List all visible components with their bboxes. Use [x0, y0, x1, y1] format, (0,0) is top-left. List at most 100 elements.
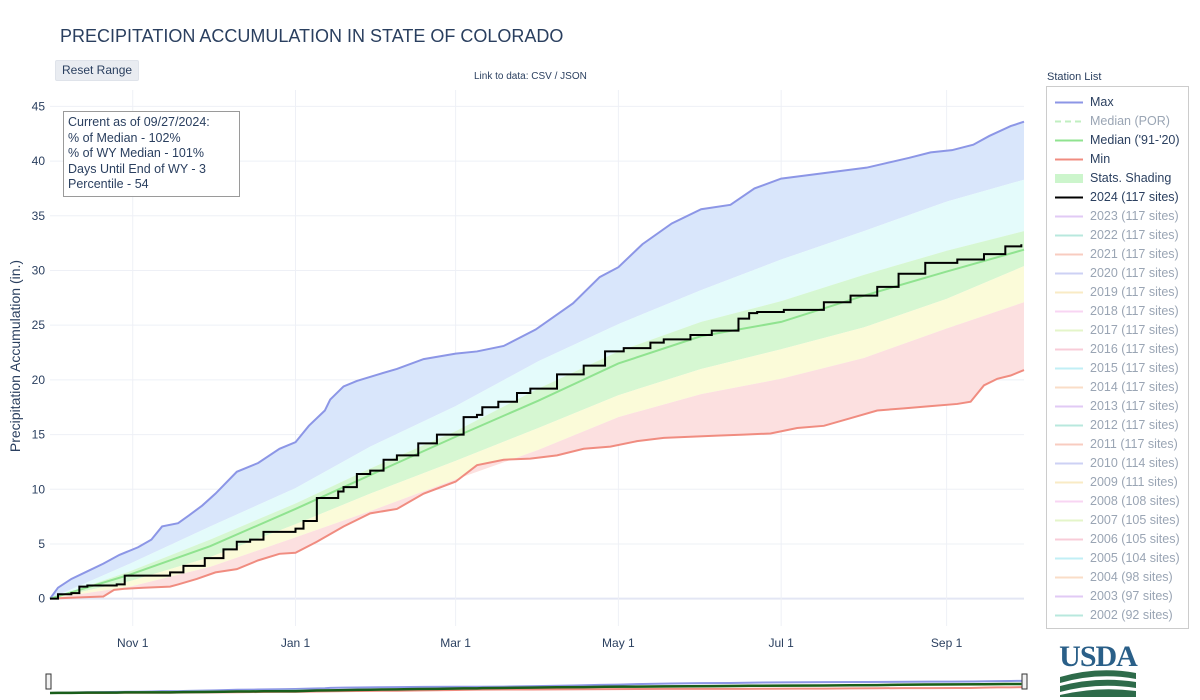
- legend-item[interactable]: 2011 (117 sites): [1051, 435, 1187, 454]
- legend-item[interactable]: 2024 (117 sites): [1051, 188, 1187, 207]
- data-link: Link to data: CSV / JSON: [474, 71, 587, 82]
- legend-item-label: 2003 (97 sites): [1090, 589, 1173, 603]
- legend-item-label: 2011 (117 sites): [1090, 437, 1178, 451]
- legend-swatch: [1055, 291, 1083, 294]
- legend-item[interactable]: 2012 (117 sites): [1051, 416, 1187, 435]
- legend-item[interactable]: Min: [1051, 150, 1187, 169]
- y-tick-label: 20: [32, 373, 46, 387]
- annotation-line: Days Until End of WY - 3: [68, 161, 207, 176]
- y-tick-label: 5: [38, 537, 45, 551]
- y-tick-label: 45: [32, 99, 46, 113]
- legend-item-label: 2014 (117 sites): [1090, 380, 1179, 394]
- legend-item-label: 2006 (105 sites): [1090, 532, 1180, 546]
- legend-swatch: [1055, 367, 1083, 370]
- legend-swatch: [1055, 424, 1083, 427]
- legend-swatch: [1055, 443, 1083, 446]
- y-tick-label: 15: [32, 428, 46, 442]
- legend-item[interactable]: Median (POR): [1051, 112, 1187, 131]
- legend-item[interactable]: 2007 (105 sites): [1051, 511, 1187, 530]
- legend-item[interactable]: 2016 (117 sites): [1051, 340, 1187, 359]
- legend-swatch: [1055, 481, 1083, 484]
- legend-swatch: [1055, 405, 1083, 408]
- legend-item[interactable]: 2018 (117 sites): [1051, 302, 1187, 321]
- x-tick-label: Mar 1: [440, 636, 471, 650]
- legend-item-label: 2020 (117 sites): [1090, 266, 1179, 280]
- legend-swatch: [1055, 557, 1083, 560]
- chart-axes: 0 5 10 15 20 25 30 35 40 45 Nov 1 Jan 1 Mar 1 May 1 Ju…: [32, 99, 963, 650]
- legend-swatch: [1055, 500, 1083, 503]
- legend-item[interactable]: 2017 (117 sites): [1051, 321, 1187, 340]
- annotation-line: Current as of 09/27/2024:: [68, 115, 210, 129]
- legend-swatch: [1055, 329, 1083, 332]
- legend-item[interactable]: Max: [1051, 93, 1187, 112]
- csv-link[interactable]: CSV: [531, 71, 552, 82]
- legend-swatch: [1055, 215, 1083, 218]
- legend-swatch: [1055, 120, 1083, 123]
- legend-item-label: 2013 (117 sites): [1090, 399, 1179, 413]
- series-min-line: [49, 369, 1025, 600]
- legend-swatch: [1055, 158, 1083, 161]
- json-link[interactable]: JSON: [560, 71, 587, 82]
- legend-swatch-band: [1055, 174, 1083, 183]
- x-tick-label: Jan 1: [281, 636, 311, 650]
- legend-item-label: 2007 (105 sites): [1090, 513, 1180, 527]
- legend: Max Median (POR) Median ('91-'20) Min Stats.…: [1046, 86, 1189, 629]
- legend-item-label: 2024 (117 sites): [1090, 190, 1179, 204]
- legend-item-label: 2021 (117 sites): [1090, 247, 1179, 261]
- legend-item[interactable]: 2010 (114 sites): [1051, 454, 1187, 473]
- chart-series: [49, 120, 1025, 600]
- legend-swatch: [1055, 234, 1083, 237]
- legend-item-label: 2016 (117 sites): [1090, 342, 1179, 356]
- legend-item[interactable]: 2006 (105 sites): [1051, 530, 1187, 549]
- legend-item-label: 2002 (92 sites): [1090, 608, 1173, 622]
- chart-plot[interactable]: 0 5 10 15 20 25 30 35 40 45 Nov 1 Jan 1 Mar 1 May 1 Ju…: [0, 0, 1040, 700]
- legend-item[interactable]: 2013 (117 sites): [1051, 397, 1187, 416]
- range-slider[interactable]: [0, 655, 1040, 700]
- range-slider-right-handle[interactable]: [1021, 673, 1028, 690]
- legend-item[interactable]: 2023 (117 sites): [1051, 207, 1187, 226]
- legend-item[interactable]: 2005 (104 sites): [1051, 549, 1187, 568]
- usda-logo: USDA: [1059, 640, 1138, 697]
- legend-swatch: [1055, 538, 1083, 541]
- status-annotation: Current as of 09/27/2024: % of Median - …: [63, 111, 240, 197]
- legend-swatch: [1055, 595, 1083, 598]
- legend-item-label: Max: [1090, 95, 1114, 109]
- legend-swatch: [1055, 614, 1083, 617]
- legend-swatch: [1055, 196, 1083, 199]
- x-tick-label: Sep 1: [931, 636, 963, 650]
- legend-item[interactable]: 2019 (117 sites): [1051, 283, 1187, 302]
- legend-item[interactable]: 2003 (97 sites): [1051, 587, 1187, 606]
- legend-item[interactable]: 2022 (117 sites): [1051, 226, 1187, 245]
- range-slider-left-handle[interactable]: [45, 673, 52, 690]
- legend-swatch: [1055, 386, 1083, 389]
- legend-swatch: [1055, 253, 1083, 256]
- annotation-line: Percentile - 54: [68, 177, 149, 191]
- y-tick-label: 35: [32, 209, 46, 223]
- legend-item-label: 2018 (117 sites): [1090, 304, 1179, 318]
- legend-item[interactable]: Median ('91-'20): [1051, 131, 1187, 150]
- usda-logo-text: USDA: [1059, 640, 1138, 673]
- x-tick-label: Jul 1: [768, 636, 794, 650]
- legend-item[interactable]: 2015 (117 sites): [1051, 359, 1187, 378]
- range-slider-preview: [49, 659, 1025, 697]
- chart-title: PRECIPITATION ACCUMULATION IN STATE OF C…: [60, 26, 564, 46]
- reset-range-button[interactable]: Reset Range: [55, 60, 140, 81]
- legend-item[interactable]: 2009 (111 sites): [1051, 473, 1187, 492]
- legend-item[interactable]: 2020 (117 sites): [1051, 264, 1187, 283]
- legend-item[interactable]: Stats. Shading: [1051, 169, 1187, 188]
- legend-item-label: Median (POR): [1090, 114, 1170, 128]
- legend-item-label: 2023 (117 sites): [1090, 209, 1179, 223]
- legend-item[interactable]: 2008 (108 sites): [1051, 492, 1187, 511]
- legend-item-label: 2019 (117 sites): [1090, 285, 1179, 299]
- legend-item[interactable]: 2004 (98 sites): [1051, 568, 1187, 587]
- legend-item[interactable]: 2021 (117 sites): [1051, 245, 1187, 264]
- legend-item-label: 2008 (108 sites): [1090, 494, 1180, 508]
- series-2024-line: [50, 244, 1023, 600]
- legend-swatch: [1055, 139, 1083, 142]
- annotation-line: % of Median - 102%: [68, 130, 181, 145]
- legend-item-label: 2009 (111 sites): [1090, 475, 1178, 489]
- x-tick-label: Nov 1: [117, 636, 149, 650]
- legend-item[interactable]: 2014 (117 sites): [1051, 378, 1187, 397]
- legend-item[interactable]: 2002 (92 sites): [1051, 606, 1187, 625]
- legend-swatch: [1055, 519, 1083, 522]
